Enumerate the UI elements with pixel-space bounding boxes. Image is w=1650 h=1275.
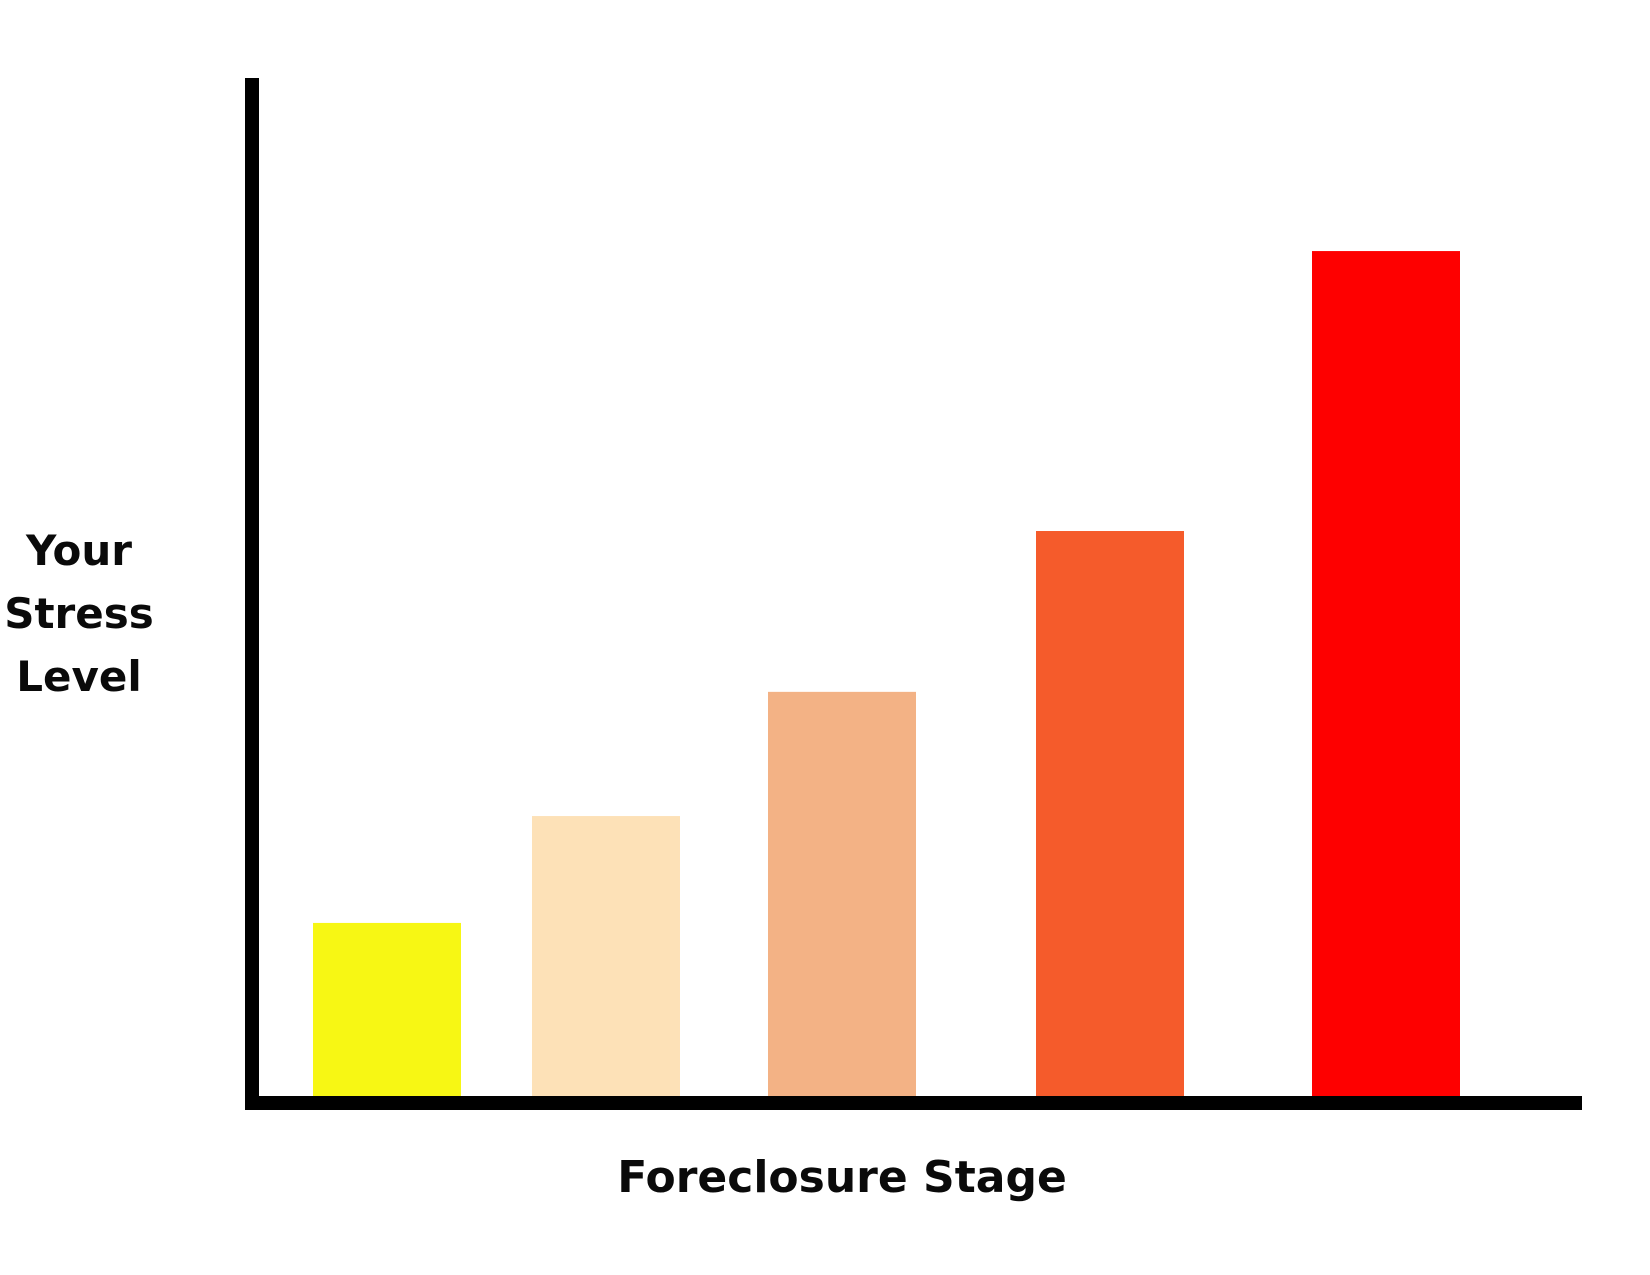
bars-group [313, 251, 1460, 1096]
bar-3 [768, 691, 916, 1096]
bar-5 [1312, 251, 1460, 1096]
bar-4 [1036, 531, 1184, 1096]
bar-2 [532, 816, 680, 1096]
bar-1 [313, 922, 461, 1096]
x-axis-label: Foreclosure Stage [617, 1152, 1067, 1203]
y-axis-label-line-3: Level [16, 652, 142, 701]
y-axis-label-line-2: Stress [4, 589, 154, 638]
y-axis-label-line-1: Your [25, 526, 132, 575]
